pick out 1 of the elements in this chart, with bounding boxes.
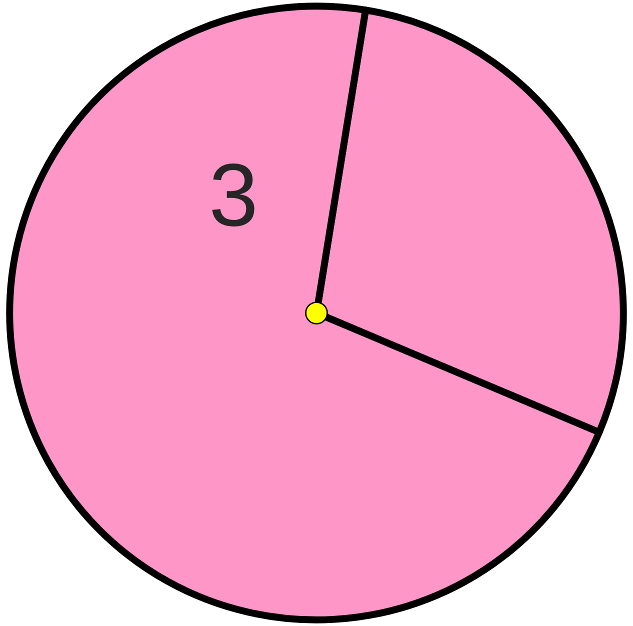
slice-label: 3 xyxy=(212,164,254,226)
